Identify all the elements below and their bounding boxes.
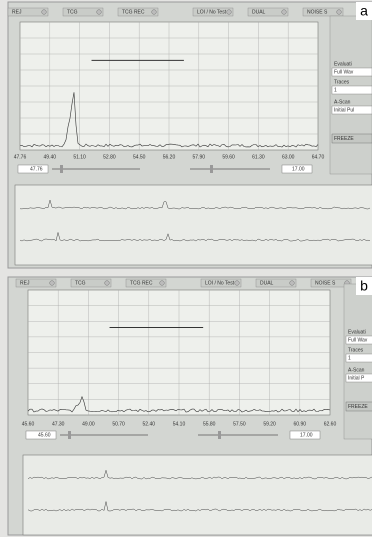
side-text: A-Scan bbox=[334, 99, 351, 105]
gain-value: 17.00 bbox=[292, 166, 305, 172]
axis-label: 55.80 bbox=[203, 421, 216, 427]
axis-label: 45.60 bbox=[22, 421, 35, 427]
axis-label: 62.60 bbox=[324, 421, 337, 427]
axis-label: 59.20 bbox=[263, 421, 276, 427]
slider-thumb[interactable] bbox=[68, 431, 71, 439]
side-text: A-Scan bbox=[348, 367, 365, 373]
axis-label: 56.20 bbox=[163, 154, 176, 160]
panel-label: b bbox=[360, 278, 368, 294]
toolbar-led bbox=[227, 10, 232, 15]
toolbar-label: REJ bbox=[12, 9, 22, 15]
toolbar-led bbox=[160, 281, 165, 286]
axis-label: 49.00 bbox=[82, 421, 95, 427]
toolbar-led bbox=[282, 10, 287, 15]
side-text: 1 bbox=[334, 87, 337, 93]
axis-label: 59.60 bbox=[222, 154, 235, 160]
panel-label: a bbox=[360, 3, 368, 19]
toolbar-led bbox=[152, 10, 157, 15]
range-value: 45.60 bbox=[38, 432, 51, 438]
slider-thumb[interactable] bbox=[218, 431, 221, 439]
side-field[interactable] bbox=[332, 86, 372, 94]
axis-label: 61.30 bbox=[252, 154, 265, 160]
axis-label: 50.70 bbox=[112, 421, 125, 427]
freeze-label: FREEZE bbox=[348, 404, 368, 410]
axis-label: 64.70 bbox=[312, 154, 325, 160]
side-text: Initial P bbox=[348, 375, 365, 381]
slider-thumb[interactable] bbox=[60, 165, 63, 173]
toolbar-label: NOISE S bbox=[307, 9, 328, 15]
side-text: Evaluati bbox=[348, 329, 366, 335]
toolbar-label: TCG REC bbox=[122, 9, 145, 15]
axis-label: 52.80 bbox=[103, 154, 116, 160]
side-panel bbox=[330, 16, 372, 174]
toolbar-label: TCG bbox=[75, 280, 86, 286]
axis-label: 57.50 bbox=[233, 421, 246, 427]
axis-label: 49.40 bbox=[44, 154, 57, 160]
side-text: Traces bbox=[334, 79, 350, 85]
axis-label: 54.10 bbox=[173, 421, 186, 427]
toolbar-led bbox=[235, 281, 240, 286]
slider-thumb[interactable] bbox=[210, 165, 213, 173]
screenshot: REJ TCG TCG REC LOI / No Test DUAL NOISE S 47.… bbox=[0, 0, 372, 537]
side-text: Traces bbox=[348, 347, 364, 353]
side-text: Full Wav bbox=[334, 69, 354, 75]
toolbar-led bbox=[97, 10, 102, 15]
axis-label: 52.40 bbox=[143, 421, 156, 427]
toolbar-label: LOI / No Test bbox=[205, 280, 235, 286]
toolbar-label: DUAL bbox=[260, 280, 274, 286]
axis-label: 54.50 bbox=[133, 154, 146, 160]
toolbar-label: DUAL bbox=[252, 9, 266, 15]
side-text: 1 bbox=[348, 355, 351, 361]
toolbar-label: TCG bbox=[67, 9, 78, 15]
side-text: Evaluati bbox=[334, 61, 352, 67]
side-text: Full Wav bbox=[348, 337, 368, 343]
side-text: Initial Pul bbox=[334, 107, 354, 113]
toolbar-label: LOI / No Test bbox=[197, 9, 227, 15]
axis-label: 63.00 bbox=[282, 154, 295, 160]
toolbar-label: REJ bbox=[20, 280, 30, 286]
toolbar-led bbox=[290, 281, 295, 286]
strip-chart bbox=[15, 185, 372, 265]
axis-label: 57.90 bbox=[193, 154, 206, 160]
axis-label: 47.76 bbox=[14, 154, 27, 160]
toolbar-led bbox=[50, 281, 55, 286]
toolbar-label: TCG REC bbox=[130, 280, 153, 286]
range-value: 47.76 bbox=[30, 166, 43, 172]
toolbar-led bbox=[105, 281, 110, 286]
axis-label: 51.10 bbox=[73, 154, 86, 160]
toolbar-led bbox=[42, 10, 47, 15]
gain-value: 17.00 bbox=[300, 432, 313, 438]
axis-label: 60.90 bbox=[294, 421, 307, 427]
freeze-label: FREEZE bbox=[334, 136, 354, 142]
strip-chart bbox=[23, 455, 372, 535]
axis-label: 47.30 bbox=[52, 421, 65, 427]
toolbar-label: NOISE S bbox=[315, 280, 336, 286]
toolbar-led bbox=[337, 10, 342, 15]
